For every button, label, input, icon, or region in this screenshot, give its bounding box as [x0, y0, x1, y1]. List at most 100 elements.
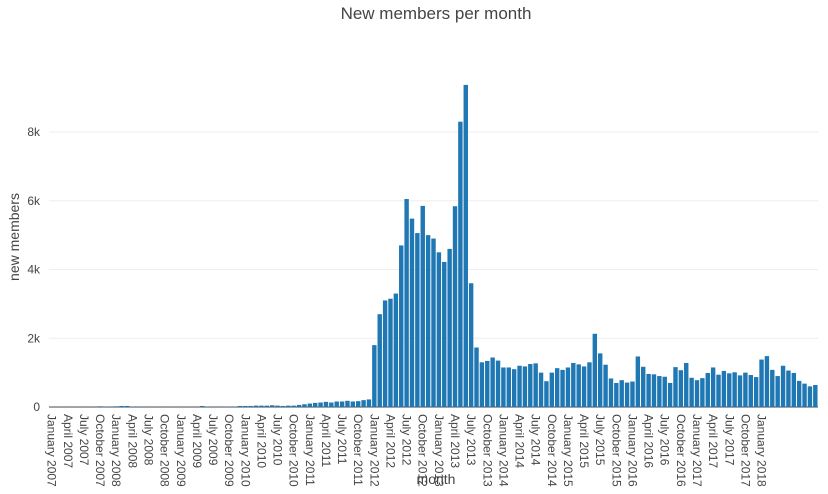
bar[interactable]	[259, 406, 263, 407]
bar[interactable]	[808, 386, 812, 407]
bar[interactable]	[749, 375, 753, 407]
bar[interactable]	[286, 406, 290, 407]
bar[interactable]	[297, 405, 301, 407]
bar[interactable]	[125, 406, 129, 407]
bar[interactable]	[281, 406, 285, 407]
bar[interactable]	[415, 233, 419, 407]
bar[interactable]	[496, 361, 500, 407]
bar[interactable]	[410, 219, 414, 407]
bar[interactable]	[431, 239, 435, 407]
bar[interactable]	[679, 370, 683, 407]
bar[interactable]	[539, 373, 543, 407]
bar[interactable]	[620, 380, 624, 407]
bar[interactable]	[399, 245, 403, 407]
bar[interactable]	[275, 406, 279, 407]
bar[interactable]	[609, 378, 613, 407]
bar[interactable]	[754, 377, 758, 407]
bar[interactable]	[603, 365, 607, 407]
bar[interactable]	[421, 206, 425, 407]
bar[interactable]	[700, 378, 704, 407]
bar[interactable]	[657, 376, 661, 407]
bar[interactable]	[727, 373, 731, 407]
bar[interactable]	[200, 406, 204, 407]
bar[interactable]	[517, 366, 521, 407]
bar[interactable]	[447, 249, 451, 407]
bar[interactable]	[813, 385, 817, 407]
bar[interactable]	[114, 406, 118, 407]
bar[interactable]	[453, 206, 457, 407]
bar[interactable]	[367, 399, 371, 407]
bar[interactable]	[507, 367, 511, 407]
bar[interactable]	[560, 370, 564, 407]
bar[interactable]	[759, 360, 763, 407]
bar[interactable]	[469, 283, 473, 407]
bar[interactable]	[340, 402, 344, 408]
bar[interactable]	[775, 376, 779, 407]
bar[interactable]	[684, 363, 688, 407]
bar[interactable]	[668, 383, 672, 407]
bar[interactable]	[630, 382, 634, 407]
bar[interactable]	[576, 364, 580, 407]
bar[interactable]	[797, 381, 801, 407]
bar[interactable]	[356, 401, 360, 407]
bar[interactable]	[533, 363, 537, 407]
bar[interactable]	[361, 400, 365, 407]
bar[interactable]	[598, 353, 602, 407]
bar[interactable]	[265, 406, 269, 407]
bar[interactable]	[770, 370, 774, 407]
bar[interactable]	[786, 371, 790, 407]
bar[interactable]	[351, 402, 355, 408]
bar[interactable]	[802, 384, 806, 407]
bar[interactable]	[291, 406, 295, 407]
bar[interactable]	[345, 401, 349, 407]
bar[interactable]	[641, 367, 645, 407]
bar[interactable]	[625, 383, 629, 407]
bar[interactable]	[765, 356, 769, 407]
bar[interactable]	[738, 375, 742, 407]
bar[interactable]	[555, 368, 559, 407]
bar[interactable]	[485, 361, 489, 407]
bar[interactable]	[523, 366, 527, 407]
bar[interactable]	[695, 380, 699, 407]
bar[interactable]	[732, 372, 736, 407]
bar[interactable]	[663, 377, 667, 407]
bar[interactable]	[614, 383, 618, 407]
bar[interactable]	[490, 358, 494, 408]
bar[interactable]	[646, 374, 650, 407]
bar[interactable]	[442, 262, 446, 407]
bar[interactable]	[480, 362, 484, 407]
bar[interactable]	[689, 378, 693, 407]
bar[interactable]	[587, 362, 591, 407]
bar[interactable]	[571, 363, 575, 407]
bar[interactable]	[404, 199, 408, 407]
bar[interactable]	[458, 122, 462, 407]
bar[interactable]	[313, 403, 317, 407]
bar[interactable]	[474, 348, 478, 407]
bar[interactable]	[302, 404, 306, 407]
bar[interactable]	[512, 369, 516, 407]
bar[interactable]	[324, 402, 328, 407]
bar[interactable]	[652, 374, 656, 407]
bar[interactable]	[318, 403, 322, 407]
bar[interactable]	[437, 252, 441, 407]
bar[interactable]	[566, 367, 570, 407]
bar[interactable]	[394, 294, 398, 407]
bar[interactable]	[426, 235, 430, 407]
bar[interactable]	[501, 367, 505, 407]
bar[interactable]	[593, 334, 597, 407]
bar[interactable]	[254, 406, 258, 407]
bar[interactable]	[383, 300, 387, 407]
bar[interactable]	[372, 345, 376, 407]
bar[interactable]	[308, 404, 312, 407]
bar[interactable]	[119, 406, 123, 407]
bar[interactable]	[378, 314, 382, 407]
bar[interactable]	[743, 373, 747, 407]
bar[interactable]	[544, 381, 548, 407]
bar[interactable]	[636, 356, 640, 407]
bar[interactable]	[781, 366, 785, 407]
bar[interactable]	[329, 403, 333, 407]
bar[interactable]	[550, 373, 554, 407]
bar[interactable]	[722, 371, 726, 407]
bar[interactable]	[98, 406, 102, 407]
bar[interactable]	[711, 367, 715, 407]
